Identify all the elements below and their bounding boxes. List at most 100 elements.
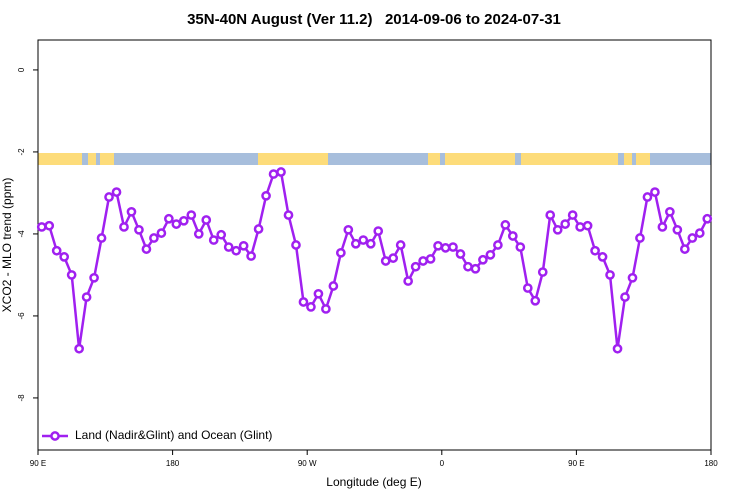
y-tick-label: -8	[17, 394, 26, 402]
data-point	[171, 219, 182, 229]
data-point	[560, 219, 571, 229]
data-point	[433, 240, 443, 251]
data-point	[328, 281, 339, 291]
data-point	[89, 272, 99, 283]
data-point	[635, 233, 645, 243]
data-point	[104, 192, 114, 202]
data-point	[298, 297, 309, 307]
data-point	[380, 256, 391, 266]
x-axis-label: Longitude (deg E)	[326, 475, 421, 489]
data-point	[642, 192, 653, 202]
legend-label: Land (Nadir&Glint) and Ocean (Glint)	[75, 428, 272, 442]
data-point	[545, 210, 556, 220]
data-point	[567, 210, 578, 220]
data-point	[612, 343, 623, 354]
data-point	[66, 270, 77, 280]
data-point	[493, 240, 503, 250]
data-point	[283, 210, 294, 220]
data-point	[388, 253, 399, 263]
data-point	[575, 222, 585, 232]
data-point	[96, 233, 107, 243]
data-point	[650, 187, 660, 197]
data-point	[582, 220, 593, 231]
data-point	[186, 210, 197, 220]
data-point	[126, 206, 137, 217]
data-point	[246, 251, 256, 261]
data-point	[440, 243, 451, 253]
data-point	[276, 167, 286, 177]
data-point	[373, 226, 384, 236]
x-tick-label: 180	[166, 459, 180, 468]
data-point	[455, 249, 466, 259]
data-point	[231, 245, 242, 256]
data-point	[418, 256, 428, 266]
data-point	[44, 220, 55, 231]
data-point	[395, 240, 406, 250]
data-point	[522, 283, 533, 293]
data-point	[268, 169, 279, 179]
x-tick-label: 90 E	[30, 459, 46, 468]
data-point	[403, 276, 413, 286]
data-point	[306, 302, 316, 312]
x-tick-label: 180	[704, 459, 718, 468]
data-point	[410, 261, 421, 272]
y-axis-label: XCO2 - MLO trend (ppm)	[0, 178, 14, 313]
y-tick-label: -4	[17, 230, 26, 238]
data-point	[485, 249, 496, 260]
legend-marker	[50, 431, 60, 441]
data-point	[537, 267, 548, 277]
data-point	[702, 213, 713, 224]
data-point	[679, 244, 690, 254]
data-point	[59, 252, 70, 262]
y-tick-label: -6	[17, 312, 26, 320]
data-point	[134, 224, 144, 235]
data-point	[193, 229, 204, 239]
data-point	[448, 242, 458, 252]
x-tick-label: 0	[440, 459, 445, 468]
data-point	[530, 295, 541, 306]
data-point	[515, 242, 526, 252]
chart-title: 35N-40N August (Ver 11.2) 2014-09-06 to …	[187, 11, 561, 28]
data-point	[507, 231, 518, 241]
data-point	[178, 215, 189, 226]
data-point	[500, 220, 511, 230]
land-ocean-strip	[38, 153, 711, 165]
data-point	[156, 228, 167, 238]
data-point	[253, 224, 264, 234]
data-point	[358, 235, 369, 245]
data-point	[208, 235, 219, 245]
data-point	[597, 252, 608, 262]
data-point	[119, 222, 129, 232]
data-point	[665, 206, 675, 217]
data-point	[36, 222, 47, 232]
data-point	[313, 288, 324, 299]
data-point	[627, 272, 638, 283]
data-point	[672, 224, 683, 235]
data-point	[141, 244, 152, 254]
plot-frame	[37, 39, 712, 451]
data-point	[81, 292, 92, 302]
data-point	[336, 247, 346, 258]
data-point	[164, 213, 174, 224]
data-point	[365, 238, 376, 249]
x-tick-label: 90 W	[298, 459, 317, 468]
data-point	[51, 245, 62, 256]
data-point	[620, 292, 630, 302]
data-point	[343, 224, 354, 235]
data-point	[149, 233, 159, 243]
data-point	[657, 222, 668, 232]
data-point	[350, 238, 361, 249]
data-point	[201, 215, 212, 225]
data-point	[291, 240, 301, 250]
data-point	[321, 304, 331, 314]
data-point	[552, 224, 563, 235]
y-tick-label: -2	[17, 148, 26, 156]
data-point	[590, 245, 600, 256]
data-point	[687, 233, 698, 243]
data-point	[261, 190, 271, 201]
data-point	[111, 187, 122, 197]
data-point	[463, 261, 473, 272]
data-point	[478, 254, 488, 265]
data-line	[41, 170, 709, 349]
